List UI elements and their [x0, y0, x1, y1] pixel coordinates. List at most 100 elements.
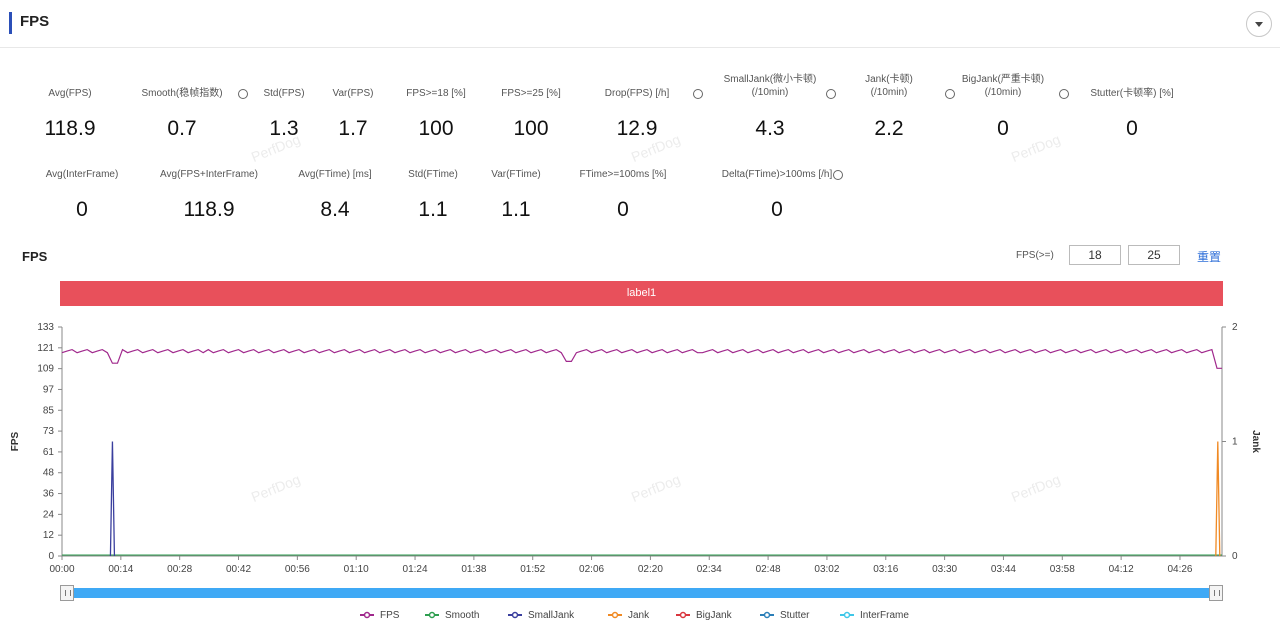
time-range-scrollbar[interactable] [60, 585, 1223, 601]
scroll-track[interactable] [70, 588, 1213, 598]
fps-threshold-label: FPS(>=) [1016, 250, 1054, 261]
x-tick-label: 03:02 [814, 564, 839, 575]
metric-label: FPS>=18 [%] [406, 88, 466, 99]
x-tick-label: 01:38 [461, 564, 486, 575]
metric-label: Smooth(稳帧指数) [141, 88, 223, 99]
metric-label: Stutter(卡顿率) [%] [1090, 88, 1174, 99]
jank-spike [1215, 441, 1221, 557]
legend-entry[interactable]: Stutter [780, 610, 810, 621]
y-tick-label: 121 [37, 343, 54, 354]
metric-value-text: 118.9 [44, 117, 96, 140]
header-accent-bar [9, 12, 12, 34]
x-tick-label: 01:24 [403, 564, 428, 575]
y-tick-label: 97 [43, 384, 55, 395]
metric-value-text: 4.3 [755, 117, 785, 140]
scroll-handle-left[interactable] [60, 585, 74, 601]
metric-label: FTime>=100ms [%] [579, 169, 667, 180]
metric-metrics_row1-3: Var(FPS) [273, 87, 433, 100]
metric-value: 0.7 [102, 117, 262, 141]
metric-value: 1.1 [436, 198, 596, 222]
y-tick-label: 133 [37, 322, 54, 333]
metric-metrics_row1-2: Std(FPS) [204, 87, 364, 100]
metric-value: 0 [923, 117, 1083, 141]
metric-value: 0 [697, 198, 857, 222]
legend-marker [428, 611, 436, 619]
legend-entry[interactable]: FPS [380, 610, 400, 621]
metric-value-text: 118.9 [183, 198, 235, 221]
y-tick-label: 12 [43, 530, 55, 541]
metric-value-text: 0.7 [167, 117, 197, 140]
info-icon[interactable] [945, 89, 955, 99]
info-icon[interactable] [693, 89, 703, 99]
metric-label-unit: (/10min) [870, 87, 908, 98]
metric-metrics_row1-5: FPS>=25 [%] [451, 87, 611, 100]
metric-value-text: 1.1 [501, 198, 531, 221]
y-tick-label: 36 [43, 489, 55, 500]
metric-metrics_row2-3: Std(FTime) [353, 168, 513, 181]
x-tick-label: 00:42 [226, 564, 251, 575]
scroll-handle-right[interactable] [1209, 585, 1223, 601]
metric-label: Delta(FTime)>100ms [/h] [721, 169, 833, 180]
metric-label: Avg(FTime) [ms] [298, 169, 372, 180]
x-tick-label: 00:56 [285, 564, 310, 575]
info-icon[interactable] [833, 170, 843, 180]
x-tick-label: 02:48 [756, 564, 781, 575]
info-icon[interactable] [238, 89, 248, 99]
metric-value: 4.3 [690, 117, 850, 141]
legend-marker [763, 611, 771, 619]
y2-tick-label: 0 [1232, 551, 1238, 562]
metric-metrics_row1-6: Drop(FPS) [/h] [557, 87, 717, 100]
metric-metrics_row1-10: Stutter(卡顿率) [%] [1052, 87, 1212, 100]
y-tick-label: 61 [43, 447, 55, 458]
metric-metrics_row1-1: Smooth(稳帧指数) [102, 87, 262, 100]
y-tick-label: 24 [43, 509, 55, 520]
metric-label: BigJank(严重卡顿) [961, 74, 1045, 85]
metric-value: 8.4 [255, 198, 415, 222]
metric-metrics_row2-6: Delta(FTime)>100ms [/h] [697, 168, 857, 181]
y-tick-label: 48 [43, 468, 55, 479]
legend-entry[interactable]: InterFrame [860, 610, 909, 621]
metric-value-text: 0 [76, 198, 88, 221]
y-axis-title: FPS [10, 431, 21, 451]
metric-value: 12.9 [557, 117, 717, 141]
y-tick-label: 85 [43, 405, 55, 416]
collapse-chevron-icon[interactable] [1246, 11, 1272, 37]
fps-threshold-input-1[interactable] [1069, 245, 1121, 265]
metric-label: FPS>=25 [%] [501, 88, 561, 99]
legend-entry[interactable]: Jank [628, 610, 650, 621]
metric-metrics_row2-0: Avg(InterFrame) [2, 168, 162, 181]
legend-entry[interactable]: BigJank [696, 610, 733, 621]
info-icon[interactable] [1059, 89, 1069, 99]
panel-title: FPS [20, 13, 50, 30]
metric-metrics_row2-1: Avg(FPS+InterFrame) [129, 168, 289, 181]
metric-value-text: 0 [617, 198, 629, 221]
x-tick-label: 00:14 [108, 564, 133, 575]
panel-header: FPS [0, 0, 1280, 48]
legend-marker [843, 611, 851, 619]
legend-entry[interactable]: Smooth [445, 610, 479, 621]
metric-value: 118.9 [0, 117, 150, 141]
metric-label: Jank(卡顿) [865, 74, 913, 85]
fps-threshold-input-2[interactable] [1128, 245, 1180, 265]
x-tick-label: 01:10 [344, 564, 369, 575]
metric-value: 1.7 [273, 117, 433, 141]
label-band[interactable]: label1 [60, 281, 1223, 306]
metric-metrics_row2-4: Var(FTime) [436, 168, 596, 181]
reset-button[interactable]: 重置 [1197, 250, 1222, 264]
metric-metrics_row2-2: Avg(FTime) [ms] [255, 168, 415, 181]
metric-value: 100 [356, 117, 516, 141]
legend-marker [611, 611, 619, 619]
legend-entry[interactable]: SmallJank [528, 610, 575, 621]
y2-tick-label: 2 [1232, 322, 1238, 333]
metric-value-text: 100 [418, 117, 454, 140]
metric-value-text: 1.3 [269, 117, 299, 140]
x-tick-label: 03:58 [1050, 564, 1075, 575]
info-icon[interactable] [826, 89, 836, 99]
y-tick-label: 73 [43, 426, 55, 437]
metric-value-text: 8.4 [320, 198, 350, 221]
metric-value-text: 100 [513, 117, 549, 140]
y2-axis-title: Jank [1250, 430, 1261, 453]
metric-label: Avg(FPS+InterFrame) [160, 169, 258, 180]
metric-metrics_row1-4: FPS>=18 [%] [356, 87, 516, 100]
fps-line-chart[interactable]: 133 121 109 97 85 73 61 48 36 24 12 0 2 1 0 FPS Jank 00:0… [0, 310, 1280, 630]
